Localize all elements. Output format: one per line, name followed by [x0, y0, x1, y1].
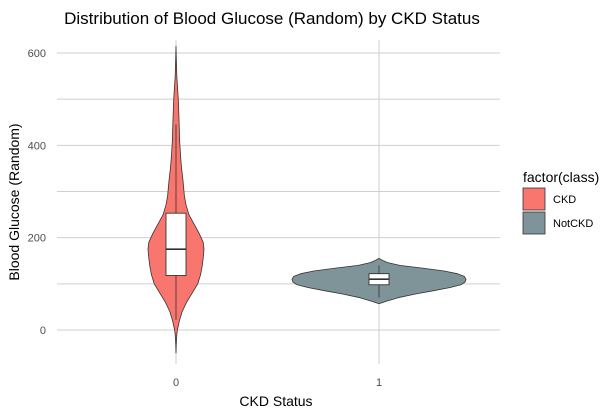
y-tick-label: 400 [28, 140, 46, 152]
legend-label: CKD [553, 194, 576, 206]
legend-key-ckd [522, 187, 546, 211]
x-axis-title: CKD Status [239, 393, 312, 409]
legend-label: NotCKD [553, 218, 593, 230]
chart-title: Distribution of Blood Glucose (Random) b… [64, 9, 480, 28]
y-tick-label: 600 [28, 48, 46, 60]
tick-labels: 0 200 400 600 0 1 [28, 48, 382, 389]
legend: factor(class) CKD NotCKD [522, 169, 599, 235]
y-tick-label: 0 [40, 325, 46, 337]
box-0 [165, 212, 187, 276]
legend-title: factor(class) [523, 169, 599, 185]
grid [57, 40, 500, 364]
violins [147, 45, 467, 354]
x-tick-label: 1 [376, 377, 382, 389]
y-axis-title: Blood Glucose (Random) [6, 123, 22, 280]
legend-key-notckd [522, 211, 546, 235]
x-tick-label: 0 [173, 377, 179, 389]
y-tick-label: 200 [28, 233, 46, 245]
